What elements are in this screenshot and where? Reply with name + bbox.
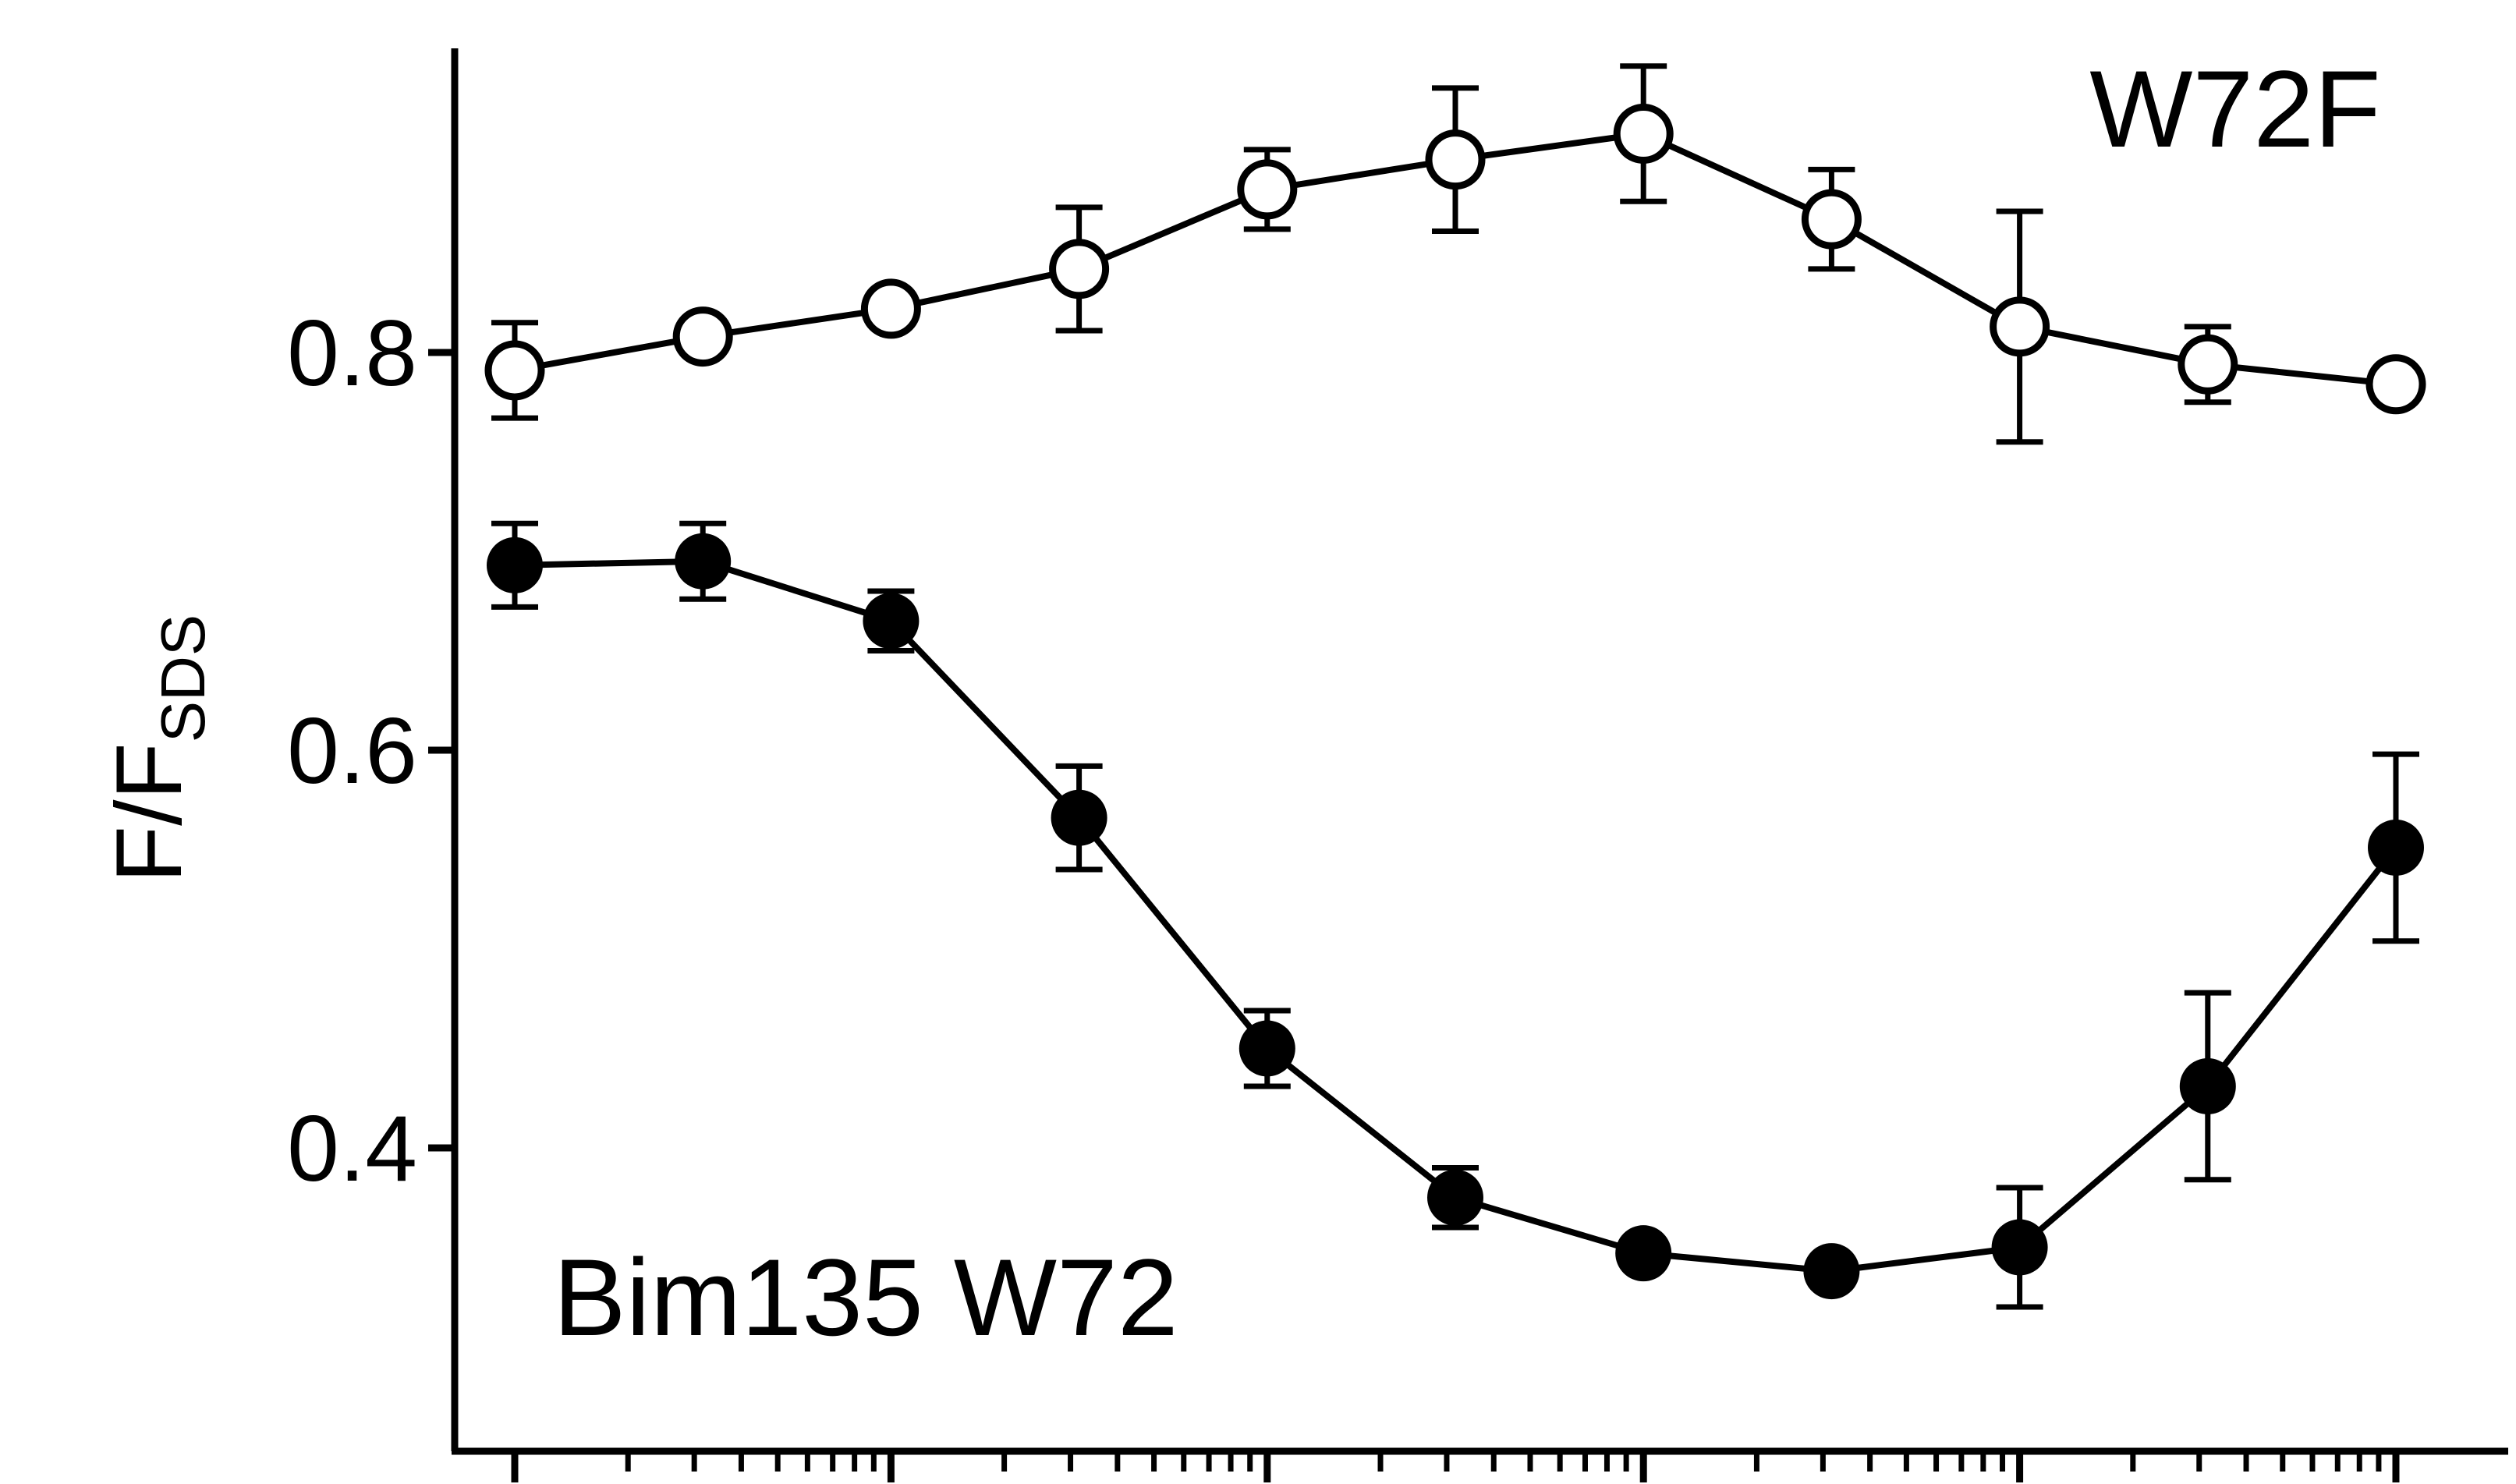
data-point bbox=[1991, 1219, 2048, 1276]
data-point bbox=[1049, 239, 1110, 299]
series-line bbox=[514, 558, 2399, 1275]
data-point bbox=[675, 533, 732, 590]
annotation-bim135-w72: Bim135 W72 bbox=[553, 1236, 1178, 1358]
y-axis-label: F/FSDS bbox=[97, 614, 218, 883]
data-point bbox=[1801, 189, 1862, 250]
data-point bbox=[1613, 104, 1674, 164]
data-point bbox=[1237, 159, 1298, 220]
data-point bbox=[1427, 1169, 1483, 1226]
data-point bbox=[1990, 296, 2050, 357]
data-point bbox=[484, 340, 545, 401]
data-point bbox=[860, 278, 921, 339]
y-tick-label: 0.4 bbox=[287, 1096, 417, 1201]
series-bim135-w72 bbox=[487, 520, 2424, 1310]
axes: 0.4 0.6 0.8 bbox=[287, 48, 2508, 1482]
data-point bbox=[1803, 1243, 1860, 1300]
y-tick-label: 0.6 bbox=[287, 699, 417, 803]
plot-series bbox=[484, 63, 2426, 1310]
y-tick-label: 0.8 bbox=[287, 301, 417, 406]
data-point bbox=[2179, 1057, 2236, 1114]
x-axis-ticks bbox=[511, 1451, 2400, 1482]
data-point bbox=[1425, 129, 1486, 190]
data-point bbox=[1615, 1225, 1672, 1282]
y-axis-ticks: 0.4 0.6 0.8 bbox=[287, 301, 455, 1201]
data-point bbox=[672, 306, 733, 367]
data-point bbox=[1239, 1020, 1295, 1077]
data-point bbox=[2365, 354, 2426, 415]
data-point bbox=[1051, 789, 1107, 846]
data-point bbox=[863, 593, 920, 650]
data-point bbox=[2368, 819, 2424, 876]
data-point bbox=[487, 537, 543, 593]
annotation-w72f: W72F bbox=[2089, 48, 2380, 170]
series-w72f bbox=[484, 63, 2426, 445]
data-point bbox=[2178, 334, 2238, 395]
